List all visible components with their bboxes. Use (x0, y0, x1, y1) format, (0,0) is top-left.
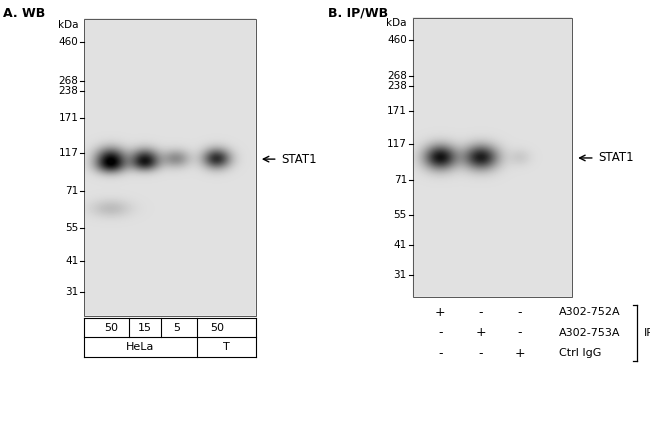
Bar (84, 19, 256, 316)
Text: 5: 5 (173, 322, 180, 332)
Text: 55: 55 (66, 223, 79, 233)
Text: 460: 460 (387, 35, 407, 45)
Text: 238: 238 (387, 81, 407, 91)
Text: 71: 71 (66, 187, 79, 196)
Text: 50: 50 (104, 322, 118, 332)
Text: 50: 50 (210, 322, 224, 332)
Text: 171: 171 (58, 113, 79, 123)
Text: STAT1: STAT1 (281, 153, 317, 166)
Text: 238: 238 (58, 86, 79, 96)
Text: 268: 268 (58, 76, 79, 86)
Text: IP: IP (644, 328, 650, 338)
Text: kDa: kDa (386, 18, 407, 28)
Text: 460: 460 (59, 37, 79, 47)
Text: T: T (223, 342, 229, 352)
Text: +: + (435, 306, 446, 319)
Text: A302-753A: A302-753A (559, 328, 621, 338)
Text: 31: 31 (66, 287, 79, 297)
Text: 15: 15 (138, 322, 152, 332)
Bar (413, 18, 572, 297)
Text: B. IP/WB: B. IP/WB (328, 7, 389, 19)
Text: 41: 41 (66, 255, 79, 266)
Text: 171: 171 (387, 106, 407, 116)
Text: +: + (515, 347, 525, 360)
Text: 268: 268 (387, 71, 407, 81)
Text: Ctrl IgG: Ctrl IgG (559, 348, 601, 358)
Text: HeLa: HeLa (126, 342, 155, 352)
Text: 71: 71 (394, 175, 407, 185)
Text: 55: 55 (394, 210, 407, 220)
Text: A302-752A: A302-752A (559, 307, 621, 317)
Text: -: - (479, 306, 483, 319)
Text: -: - (438, 326, 443, 339)
Text: STAT1: STAT1 (598, 151, 634, 165)
Text: 41: 41 (394, 240, 407, 250)
Text: 31: 31 (394, 270, 407, 280)
Text: A. WB: A. WB (3, 7, 46, 20)
Text: -: - (518, 326, 522, 339)
Text: -: - (438, 347, 443, 360)
Text: -: - (518, 306, 522, 319)
Text: +: + (476, 326, 486, 339)
Text: 117: 117 (58, 148, 79, 158)
Text: 117: 117 (387, 139, 407, 149)
Text: -: - (479, 347, 483, 360)
Text: kDa: kDa (58, 19, 79, 30)
